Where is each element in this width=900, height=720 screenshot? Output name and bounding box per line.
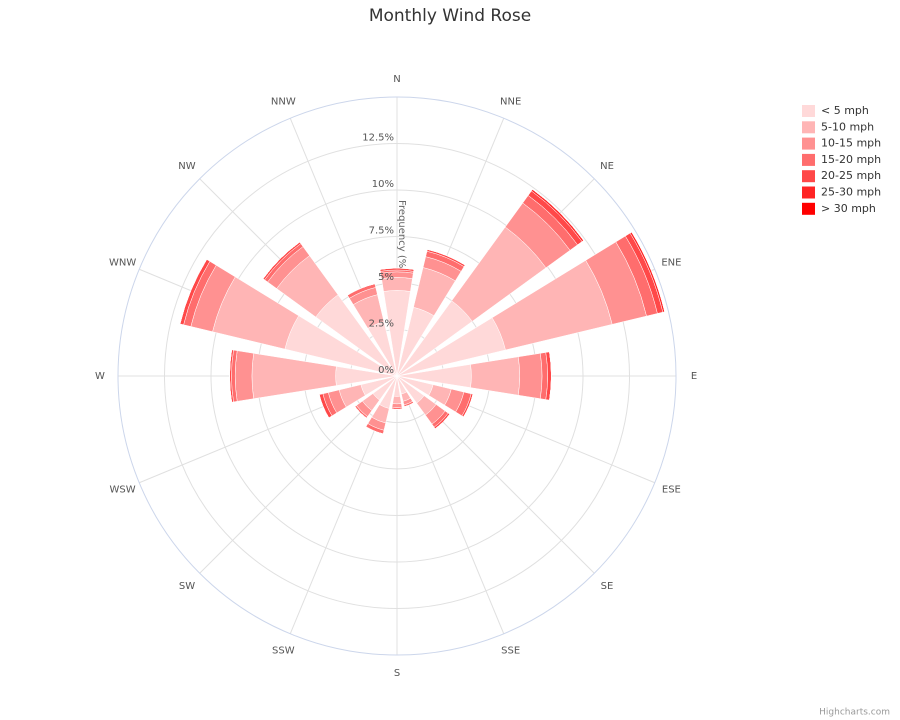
wind-sector — [470, 356, 520, 396]
direction-label: WSW — [110, 485, 136, 496]
legend-label: < 5 mph — [821, 104, 869, 117]
wind-sector — [229, 349, 232, 403]
credits: Highcharts.com — [819, 708, 890, 718]
x-axis-line — [117, 96, 677, 656]
legend-swatch — [802, 170, 815, 183]
wind-sector — [392, 395, 402, 405]
wind-sector — [347, 283, 375, 296]
direction-label: WNW — [109, 257, 136, 268]
grid-circle — [164, 143, 630, 609]
direction-label: NE — [600, 161, 614, 172]
y-tick-label: 12.5% — [362, 133, 394, 144]
legend-swatch — [802, 121, 815, 134]
direction-label: S — [394, 668, 400, 679]
wind-sector — [427, 249, 466, 266]
legend-swatch — [802, 137, 815, 150]
direction-label: SE — [601, 581, 614, 592]
direction-label: SW — [179, 581, 195, 592]
wind-sector — [631, 232, 665, 312]
legend-label: 20-25 mph — [821, 169, 881, 182]
legend-label: 10-15 mph — [821, 137, 881, 150]
wind-sector — [251, 353, 337, 399]
direction-label: N — [393, 74, 400, 85]
legend-swatch — [802, 153, 815, 166]
wind-sector — [391, 403, 403, 408]
direction-label: ENE — [661, 257, 681, 268]
direction-label: SSW — [272, 645, 295, 656]
y-tick-label: 10% — [372, 179, 394, 190]
legend-label: 15-20 mph — [821, 153, 881, 166]
wind-sector — [435, 414, 450, 429]
direction-label: SSE — [501, 645, 520, 656]
wind-sector — [517, 353, 543, 399]
y-tick-label: 0% — [378, 365, 394, 376]
grid-circle — [210, 189, 584, 563]
direction-label: NNW — [271, 97, 296, 108]
wind-sector — [404, 402, 414, 407]
direction-label: W — [95, 371, 105, 382]
wind-sector — [235, 350, 254, 402]
direction-label: NNE — [500, 97, 521, 108]
direction-label: ESE — [662, 485, 681, 496]
legend-label: 5-10 mph — [821, 120, 874, 133]
legend-label: 25-30 mph — [821, 186, 881, 199]
legend-swatch — [802, 186, 815, 199]
legend-swatch — [802, 105, 815, 117]
wind-sector — [549, 351, 552, 401]
wind-sector — [318, 394, 330, 418]
legend-label: > 30 mph — [821, 202, 876, 215]
y-tick-label: 2.5% — [369, 319, 394, 330]
direction-label: NW — [178, 161, 195, 172]
y-tick-label: 7.5% — [369, 226, 394, 237]
wind-sector — [365, 426, 384, 435]
chart-title: Monthly Wind Rose — [369, 6, 531, 26]
y-tick-label: 5% — [378, 272, 394, 283]
direction-label: E — [691, 371, 697, 382]
legend-swatch — [802, 202, 815, 215]
y-axis-title: Frequency (%) — [396, 200, 407, 272]
wind-sector — [380, 267, 414, 270]
